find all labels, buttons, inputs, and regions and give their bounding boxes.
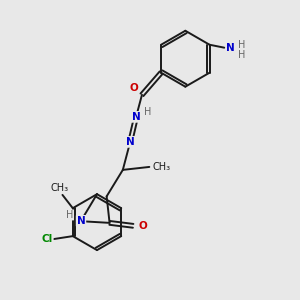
Text: H: H <box>144 107 151 118</box>
Text: H: H <box>238 40 246 50</box>
Text: N: N <box>76 216 85 226</box>
Text: H: H <box>66 210 74 220</box>
Text: O: O <box>129 83 138 93</box>
Text: CH₃: CH₃ <box>153 162 171 172</box>
Text: CH₃: CH₃ <box>50 182 69 193</box>
Text: N: N <box>226 43 235 53</box>
Text: N: N <box>132 112 140 122</box>
Text: Cl: Cl <box>41 234 53 244</box>
Text: O: O <box>138 221 147 231</box>
Text: H: H <box>238 50 246 60</box>
Text: N: N <box>126 137 135 147</box>
